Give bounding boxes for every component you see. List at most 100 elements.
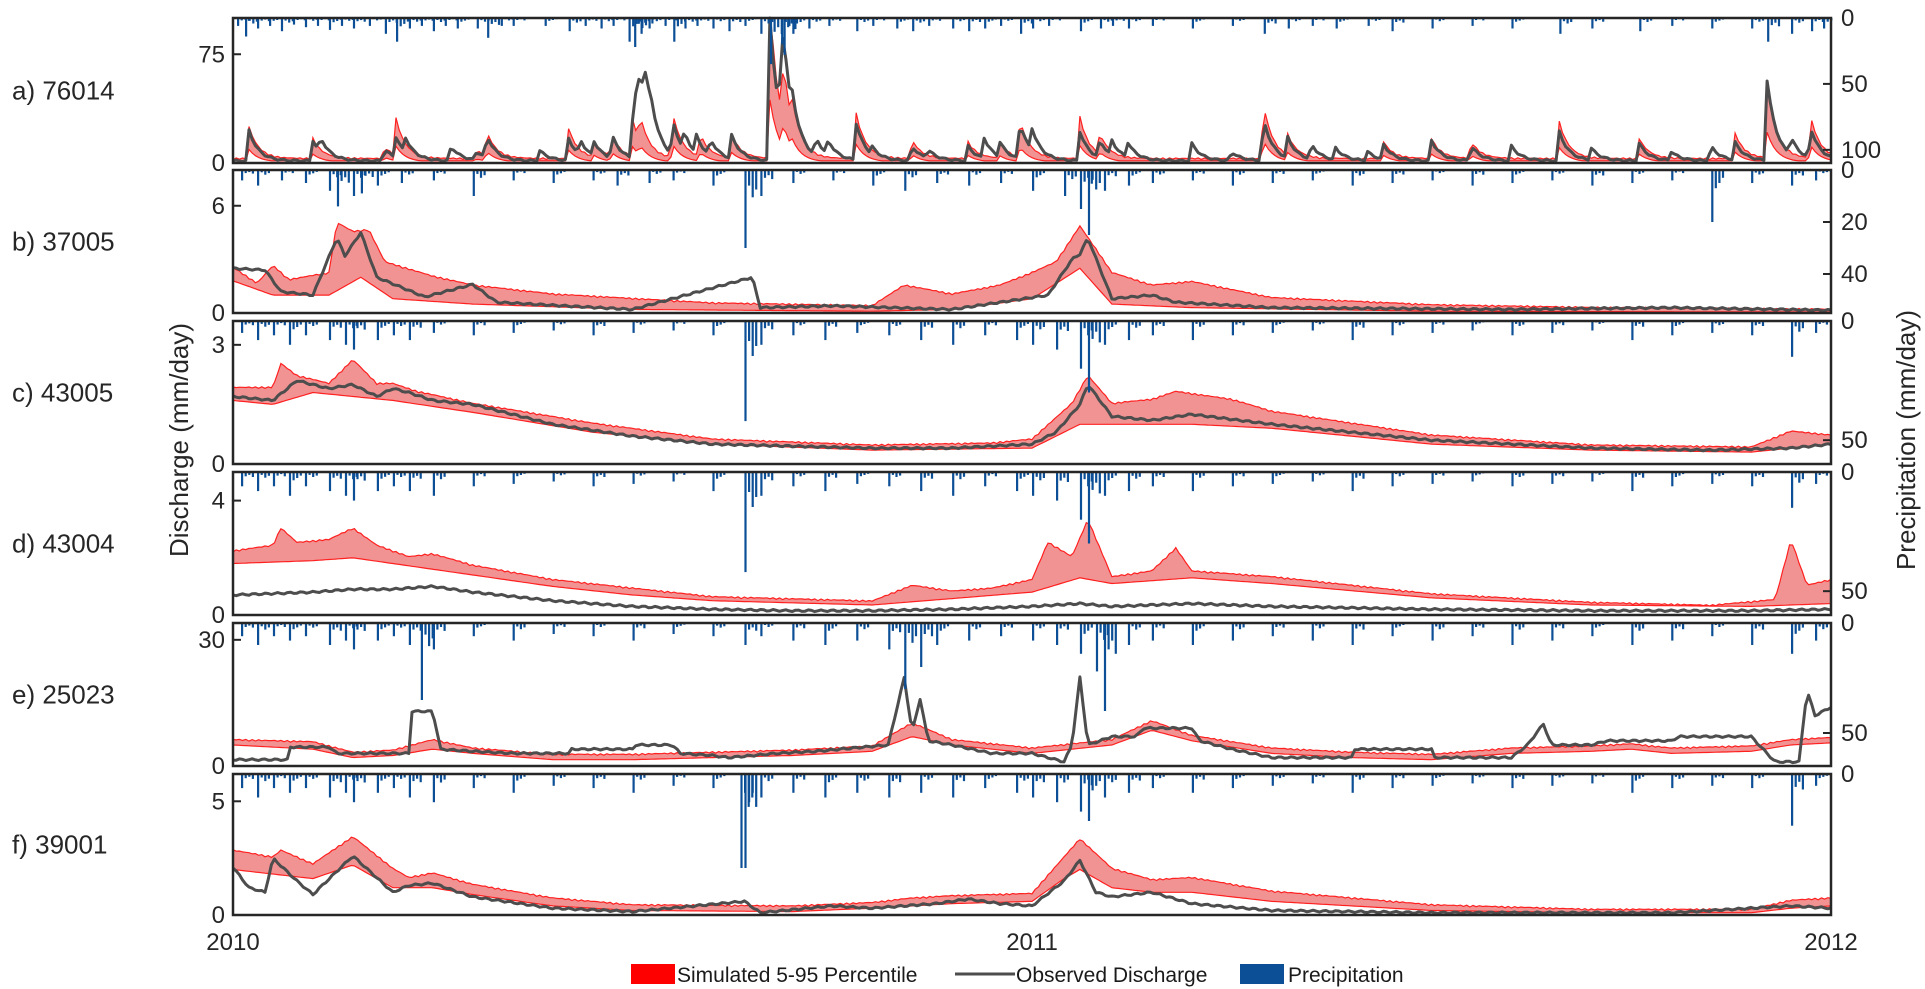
- precip-bar: [400, 321, 403, 326]
- precip-bar: [914, 623, 918, 637]
- precip-bar: [1515, 18, 1518, 22]
- precip-bar: [1777, 18, 1781, 27]
- precip-bar: [1554, 623, 1558, 628]
- precip-bar: [799, 774, 802, 777]
- precip-bar: [676, 18, 679, 27]
- precip-bar: [872, 170, 875, 186]
- precip-bar: [1798, 170, 1801, 174]
- precip-bar: [1714, 18, 1717, 22]
- precip-bar: [835, 623, 838, 627]
- precip-bar: [1398, 170, 1401, 173]
- precip-bar: [436, 472, 439, 476]
- precip-bar: [328, 623, 332, 645]
- precip-bar: [1111, 472, 1114, 478]
- precip-bar: [308, 321, 311, 324]
- precip-bar: [1442, 321, 1445, 325]
- precip-bar: [1822, 170, 1825, 174]
- precip-bar: [1671, 170, 1674, 181]
- precip-bar: [1801, 774, 1804, 790]
- precip-bar: [384, 774, 387, 779]
- precip-bar: [664, 18, 667, 26]
- precip-bar: [288, 321, 292, 345]
- precip-bar: [1242, 623, 1245, 628]
- precip-bar: [1801, 472, 1804, 480]
- precip-bar: [356, 623, 359, 630]
- precip-bar: [911, 170, 914, 178]
- precip-bar: [1355, 321, 1358, 327]
- precip-bar: [1066, 321, 1069, 331]
- precip-bar: [1721, 472, 1725, 475]
- precip-bar: [771, 170, 774, 180]
- precip-bar: [292, 774, 295, 781]
- precip-bar: [1162, 623, 1165, 629]
- precip-bar: [328, 18, 332, 30]
- precip-bar: [632, 623, 635, 641]
- precip-bar: [959, 321, 962, 329]
- precip-bar: [288, 774, 292, 793]
- precip-bar: [799, 623, 802, 626]
- precip-bar: [755, 321, 758, 346]
- precip-bar: [1758, 18, 1761, 22]
- left-tick-label: 6: [212, 193, 225, 220]
- precip-bar: [363, 774, 366, 783]
- precip-bar: [1007, 18, 1010, 21]
- precip-bar: [1718, 18, 1721, 21]
- precip-bar: [332, 170, 335, 175]
- precip-bar: [1267, 18, 1270, 23]
- precip-bar: [1518, 170, 1521, 174]
- precip-bar: [1318, 321, 1321, 325]
- precip-bar: [955, 472, 958, 476]
- precip-bar: [1511, 472, 1514, 487]
- precip-bar: [1671, 18, 1674, 26]
- precip-bar: [769, 18, 773, 65]
- precip-bar: [1814, 18, 1817, 22]
- precip-bar: [284, 170, 287, 173]
- precip-bar: [412, 472, 415, 478]
- precip-bar: [978, 623, 982, 628]
- precip-bar: [432, 170, 435, 181]
- precip-bar: [928, 18, 931, 26]
- precip-bar: [296, 623, 299, 628]
- precip-bar: [1114, 321, 1117, 325]
- precip-bar: [352, 774, 356, 803]
- precip-bar: [328, 774, 332, 798]
- precip-bar: [1087, 623, 1090, 631]
- precip-bar: [1798, 472, 1801, 483]
- precip-bar: [1095, 472, 1098, 483]
- precip-bar: [639, 321, 642, 325]
- precip-bar: [339, 623, 342, 631]
- precip-bar: [371, 170, 374, 177]
- precip-bar: [1235, 774, 1238, 779]
- precip-bar: [943, 623, 946, 629]
- precip-bar: [299, 774, 302, 777]
- precip-bar: [472, 321, 475, 336]
- precip-bar: [1199, 623, 1202, 629]
- precip-bar: [767, 774, 770, 782]
- precip-bar: [363, 18, 366, 22]
- precip-bar: [1019, 321, 1022, 328]
- precip-bar: [348, 18, 351, 21]
- precip-bar: [352, 170, 356, 196]
- precip-bar: [1107, 18, 1110, 22]
- precip-bar: [1242, 170, 1245, 174]
- precip-bar: [1127, 472, 1131, 492]
- precip-bar: [968, 623, 971, 641]
- precip-bar: [344, 774, 348, 793]
- precip-bar: [955, 774, 958, 780]
- precip-bar: [792, 472, 795, 487]
- precip-bar: [1235, 321, 1238, 325]
- precip-bar: [1087, 472, 1091, 544]
- precip-bar: [763, 18, 767, 22]
- precip-bar: [1275, 623, 1278, 627]
- precip-bar: [428, 623, 431, 647]
- precip-bar: [1107, 170, 1110, 176]
- precip-bar: [899, 18, 902, 22]
- precip-bar: [771, 472, 774, 481]
- precip-bar: [400, 472, 403, 477]
- precip-bar: [1442, 623, 1445, 628]
- precip-bar: [244, 321, 247, 325]
- precip-bar: [348, 472, 351, 476]
- precip-bar: [1398, 18, 1401, 21]
- precip-bar: [257, 18, 260, 29]
- precip-bar: [380, 321, 383, 328]
